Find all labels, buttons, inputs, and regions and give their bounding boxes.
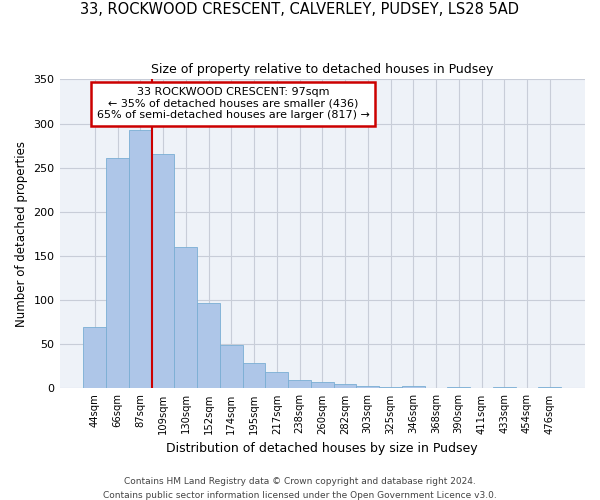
Bar — [311, 382, 334, 388]
Text: 33 ROCKWOOD CRESCENT: 97sqm
← 35% of detached houses are smaller (436)
65% of se: 33 ROCKWOOD CRESCENT: 97sqm ← 35% of det… — [97, 87, 370, 120]
Bar — [175, 247, 197, 388]
Text: Contains HM Land Registry data © Crown copyright and database right 2024.
Contai: Contains HM Land Registry data © Crown c… — [103, 478, 497, 500]
Bar — [356, 386, 379, 388]
X-axis label: Distribution of detached houses by size in Pudsey: Distribution of detached houses by size … — [166, 442, 478, 455]
Bar — [288, 380, 311, 388]
Bar — [448, 386, 470, 388]
Bar — [379, 386, 402, 388]
Bar — [220, 345, 242, 389]
Bar — [106, 158, 129, 388]
Y-axis label: Number of detached properties: Number of detached properties — [15, 141, 28, 327]
Bar — [493, 386, 515, 388]
Bar — [265, 372, 288, 388]
Bar — [83, 326, 106, 388]
Bar — [538, 386, 561, 388]
Bar — [242, 363, 265, 388]
Bar — [129, 130, 152, 388]
Bar — [334, 384, 356, 388]
Bar — [402, 386, 425, 388]
Bar — [152, 154, 175, 388]
Title: Size of property relative to detached houses in Pudsey: Size of property relative to detached ho… — [151, 62, 493, 76]
Bar — [197, 303, 220, 388]
Text: 33, ROCKWOOD CRESCENT, CALVERLEY, PUDSEY, LS28 5AD: 33, ROCKWOOD CRESCENT, CALVERLEY, PUDSEY… — [80, 2, 520, 18]
